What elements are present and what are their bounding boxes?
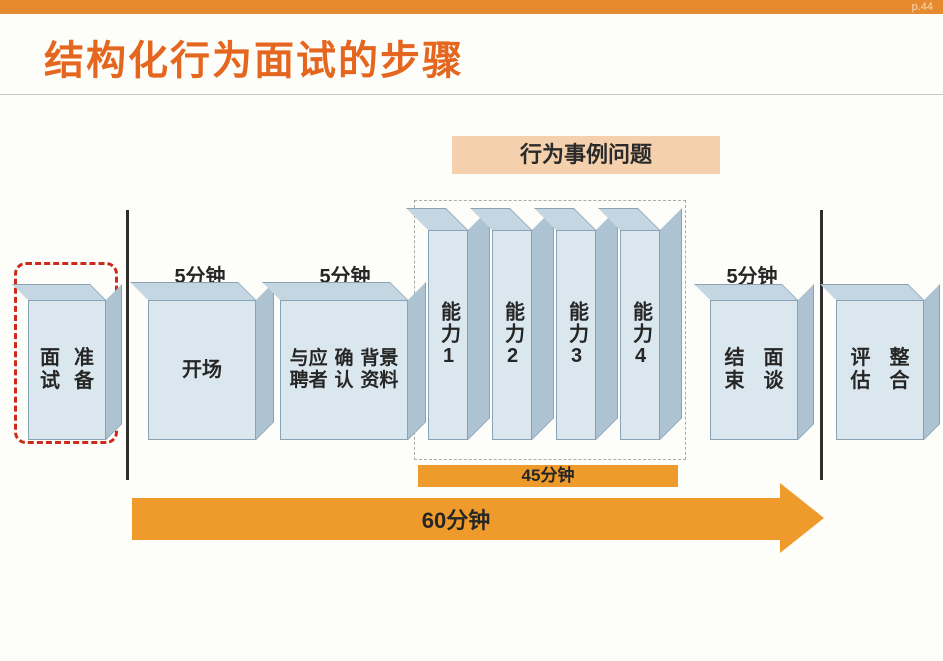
block-side-face <box>106 284 122 440</box>
block-label-line: 准备 <box>67 347 101 393</box>
block-side-face <box>256 282 274 440</box>
block-front-face: 面试准备 <box>28 300 106 440</box>
block-top-face <box>820 284 924 300</box>
page-number: p.44 <box>912 0 933 14</box>
block-label-line: 开场 <box>182 359 222 382</box>
block-side-face <box>468 208 490 440</box>
block-label-line: 整合 <box>880 347 919 393</box>
separator-bar <box>820 210 823 480</box>
step-block-prep: 面试准备 <box>28 300 106 440</box>
block-label-line: 面谈 <box>754 347 793 393</box>
block-side-face <box>596 208 618 440</box>
step-block-c2: 能力2 <box>492 230 532 440</box>
block-label-line: 评估 <box>841 347 880 393</box>
arrow-head-icon <box>780 483 824 553</box>
block-top-face <box>694 284 798 300</box>
step-block-c4: 能力4 <box>620 230 660 440</box>
block-top-face <box>262 282 408 300</box>
block-front-face: 与应聘者确认背景资料 <box>280 300 408 440</box>
block-front-face: 能力2 <box>492 230 532 440</box>
block-side-face <box>532 208 554 440</box>
block-label-line: 结束 <box>715 347 754 393</box>
process-diagram: 5分钟5分钟5分钟面试准备开场与应聘者确认背景资料能力1能力2能力3能力4结束面… <box>0 190 943 480</box>
step-block-c1: 能力1 <box>428 230 468 440</box>
block-side-face <box>660 208 682 440</box>
block-label-line: 背景资料 <box>356 348 403 392</box>
block-top-face <box>130 282 256 300</box>
block-top-face <box>12 284 106 300</box>
arrow-shaft: 60分钟 <box>132 498 780 540</box>
block-front-face: 结束面谈 <box>710 300 798 440</box>
step-block-eval: 评估整合 <box>836 300 924 440</box>
block-side-face <box>798 284 814 440</box>
block-front-face: 能力3 <box>556 230 596 440</box>
title-divider <box>0 94 943 95</box>
step-block-c3: 能力3 <box>556 230 596 440</box>
block-front-face: 评估整合 <box>836 300 924 440</box>
duration-bar-45min: 45分钟 <box>418 465 678 487</box>
section-label-behavioral-questions: 行为事例问题 <box>452 136 720 174</box>
block-side-face <box>408 282 426 440</box>
separator-bar <box>126 210 129 480</box>
block-label-line: 面试 <box>33 347 67 393</box>
top-accent-bar <box>0 0 943 14</box>
step-block-end: 结束面谈 <box>710 300 798 440</box>
block-side-face <box>924 284 940 440</box>
block-label-line: 确认 <box>332 348 356 392</box>
step-block-bg: 与应聘者确认背景资料 <box>280 300 408 440</box>
block-label-line: 与应聘者 <box>285 348 332 392</box>
step-block-open: 开场 <box>148 300 256 440</box>
block-front-face: 能力1 <box>428 230 468 440</box>
block-front-face: 开场 <box>148 300 256 440</box>
slide-title: 结构化行为面试的步骤 <box>44 28 464 86</box>
arrow-label: 60分钟 <box>422 503 490 535</box>
block-front-face: 能力4 <box>620 230 660 440</box>
